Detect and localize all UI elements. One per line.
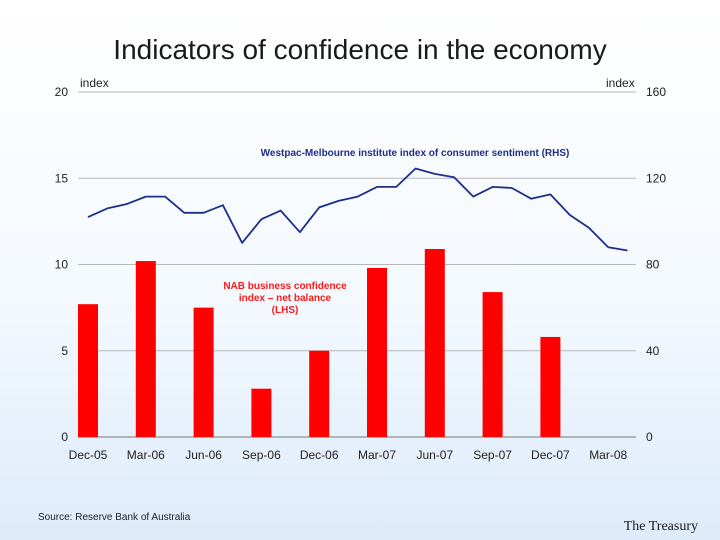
source-note: Source: Reserve Bank of Australia bbox=[38, 512, 191, 523]
right-tick-label: 40 bbox=[646, 344, 660, 358]
x-tick-label: Dec-07 bbox=[531, 448, 570, 462]
bar bbox=[78, 304, 98, 437]
right-tick-label: 80 bbox=[646, 258, 660, 272]
x-tick-label: Mar-08 bbox=[589, 448, 627, 462]
right-tick-label: 160 bbox=[646, 85, 666, 99]
bar bbox=[482, 292, 503, 437]
bar-series-label: NAB business confidence index – net bala… bbox=[223, 281, 347, 316]
left-tick-label: 15 bbox=[55, 171, 69, 185]
bar bbox=[251, 388, 272, 437]
right-axis-unit: index bbox=[606, 76, 635, 90]
left-tick-label: 20 bbox=[55, 85, 69, 99]
bar-series-label-line-3: (LHS) bbox=[272, 305, 299, 316]
right-axis-ticks: 0 40 80 120 160 bbox=[646, 85, 666, 444]
left-tick-label: 5 bbox=[61, 344, 68, 358]
x-tick-label: Mar-06 bbox=[127, 448, 165, 462]
right-tick-label: 120 bbox=[646, 171, 666, 185]
x-tick-label: Dec-05 bbox=[69, 448, 108, 462]
bar bbox=[540, 336, 561, 437]
bar bbox=[424, 248, 445, 437]
left-tick-label: 10 bbox=[55, 258, 69, 272]
bar-series-label-line-1: NAB business confidence bbox=[223, 281, 347, 292]
bar bbox=[193, 307, 214, 437]
x-tick-label: Sep-06 bbox=[242, 448, 281, 462]
x-axis-ticks: Dec-05 Mar-06 Jun-06 Sep-06 Dec-06 Mar-07 Jun-… bbox=[69, 448, 628, 462]
x-tick-label: Jun-06 bbox=[185, 448, 222, 462]
bar bbox=[367, 267, 387, 437]
left-tick-label: 0 bbox=[61, 430, 68, 444]
right-tick-label: 0 bbox=[646, 430, 653, 444]
left-axis-ticks: 0 5 10 15 20 bbox=[55, 85, 69, 444]
x-tick-label: Mar-07 bbox=[358, 448, 396, 462]
consumer-sentiment-line bbox=[87, 167, 628, 252]
bar-series bbox=[78, 248, 561, 437]
bar bbox=[309, 350, 330, 437]
line-series bbox=[87, 167, 628, 252]
left-axis-unit: index bbox=[80, 76, 109, 90]
page-title: Indicators of confidence in the economy bbox=[113, 34, 607, 65]
x-tick-label: Dec-06 bbox=[300, 448, 339, 462]
brand-logo-text: The Treasury bbox=[623, 519, 698, 534]
bar bbox=[135, 261, 156, 437]
x-tick-label: Sep-07 bbox=[473, 448, 512, 462]
x-tick-label: Jun-07 bbox=[416, 448, 453, 462]
line-series-label: Westpac-Melbourne institute index of con… bbox=[261, 148, 570, 159]
bar-series-label-line-2: index – net balance bbox=[239, 293, 332, 304]
